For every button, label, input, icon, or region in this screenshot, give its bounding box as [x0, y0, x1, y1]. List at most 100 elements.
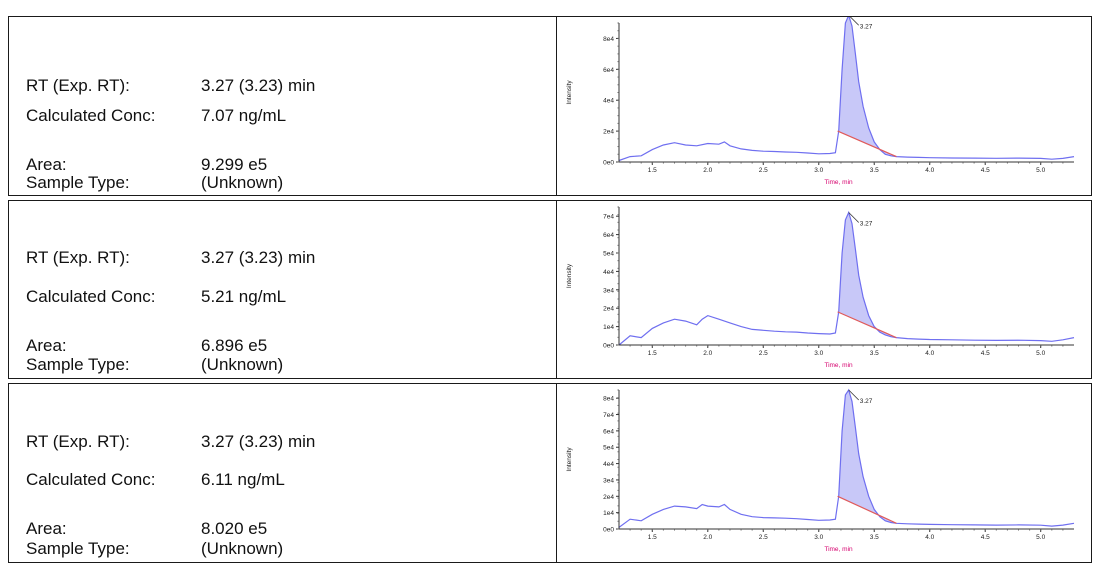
y-tick-label: 1e4	[603, 510, 614, 517]
y-tick-label: 6e4	[603, 232, 614, 239]
x-tick-label: 2.0	[703, 350, 712, 357]
x-tick-label: 1.5	[648, 350, 657, 357]
y-tick-label: 4e4	[603, 98, 614, 105]
rt-value: 3.27 (3.23) min	[201, 248, 316, 267]
y-tick-label: 5e4	[603, 251, 614, 258]
y-tick-label: 2e4	[603, 129, 614, 136]
y-tick-label: 2e4	[603, 306, 614, 313]
x-tick-label: 1.5	[648, 534, 657, 541]
result-info: RT (Exp. RT): 3.27 (3.23) min Calculated…	[9, 17, 557, 195]
chromatogram-1: 0e0 2e4 4e4 6e4 8e4 1.5 2.0 2.5 3.0 3.5 4.0 4.5 5.0 T…	[557, 17, 1091, 195]
chromatogram-plot: 0e0 1e4 2e4 3e4 4e4 5e4 6e4 7e4 8e4 1.5 2.0 2.5 3.0 3…	[566, 388, 1075, 553]
x-tick-label: 3.0	[814, 534, 823, 541]
sample-type-value: (Unknown)	[201, 355, 284, 374]
chromatogram-trace	[618, 17, 1075, 162]
chromatogram-plot: 0e0 1e4 2e4 3e4 4e4 5e4 6e4 7e4 1.5 2.0 2.5 3.0 3.5 4…	[566, 206, 1075, 369]
y-tick-label: 4e4	[603, 461, 614, 468]
result-info: RT (Exp. RT): 3.27 (3.23) min Calculated…	[9, 384, 557, 562]
y-axis-label: Intensity	[566, 447, 573, 472]
x-tick-label: 5.0	[1036, 350, 1045, 357]
sample-type-label: Sample Type:	[26, 173, 130, 192]
x-tick-label: 4.0	[925, 350, 934, 357]
x-tick-label: 2.0	[703, 167, 712, 174]
calculated-conc-label: Calculated Conc:	[26, 470, 156, 489]
calculated-conc-value: 7.07 ng/mL	[201, 106, 287, 125]
x-tick-label: 2.5	[759, 534, 768, 541]
x-tick-label: 5.0	[1036, 167, 1045, 174]
peak-label-leader	[848, 389, 860, 401]
peak-label-leader	[848, 212, 860, 223]
integration-baseline	[837, 130, 897, 158]
y-tick-label: 3e4	[603, 477, 614, 484]
peak-label: 3.27	[860, 23, 873, 30]
result-panel-3: RT (Exp. RT): 3.27 (3.23) min Calculated…	[8, 383, 1092, 563]
area-value: 6.896 e5	[201, 336, 268, 355]
x-tick-label: 2.0	[703, 534, 712, 541]
area-value: 8.020 e5	[201, 519, 268, 538]
area-value: 9.299 e5	[201, 155, 268, 174]
result-info: RT (Exp. RT): 3.27 (3.23) min Calculated…	[9, 201, 557, 378]
integration-baseline	[837, 495, 897, 524]
y-axis-label: Intensity	[566, 263, 573, 288]
chromatogram-2: 0e0 1e4 2e4 3e4 4e4 5e4 6e4 7e4 1.5 2.0 2.5 3.0 3.5 4…	[557, 201, 1091, 378]
y-tick-label: 3e4	[603, 287, 614, 294]
x-tick-label: 2.5	[759, 350, 768, 357]
x-tick-label: 3.5	[870, 350, 879, 357]
rt-label: RT (Exp. RT):	[26, 76, 130, 95]
chromatogram-plot: 0e0 2e4 4e4 6e4 8e4 1.5 2.0 2.5 3.0 3.5 4.0 4.5 5.0 T…	[566, 17, 1075, 186]
sample-type-label: Sample Type:	[26, 539, 130, 558]
y-tick-label: 2e4	[603, 494, 614, 501]
calculated-conc-label: Calculated Conc:	[26, 287, 156, 306]
x-axis-label: Time, min	[824, 546, 853, 553]
y-tick-label: 0e0	[603, 343, 614, 350]
y-tick-label: 0e0	[603, 527, 614, 534]
x-tick-label: 3.0	[814, 350, 823, 357]
y-tick-label: 4e4	[603, 269, 614, 276]
area-label: Area:	[26, 155, 67, 174]
peak-label: 3.27	[860, 221, 873, 228]
peak-label: 3.27	[860, 398, 873, 405]
peak-area-fill	[837, 17, 897, 157]
x-tick-label: 3.5	[870, 167, 879, 174]
area-label: Area:	[26, 336, 67, 355]
y-tick-label: 8e4	[603, 36, 614, 43]
chromatogram-trace	[618, 388, 1075, 528]
calculated-conc-value: 5.21 ng/mL	[201, 287, 287, 306]
rt-label: RT (Exp. RT):	[26, 248, 130, 267]
chromatogram-trace	[618, 210, 1075, 346]
y-tick-label: 7e4	[603, 412, 614, 419]
x-tick-label: 5.0	[1036, 534, 1045, 541]
peak-label-leader	[849, 17, 860, 26]
peak-area-fill	[837, 390, 897, 524]
y-tick-label: 1e4	[603, 324, 614, 331]
x-tick-label: 3.5	[870, 534, 879, 541]
rt-value: 3.27 (3.23) min	[201, 76, 316, 95]
rt-value: 3.27 (3.23) min	[201, 432, 316, 451]
x-tick-label: 4.5	[981, 167, 990, 174]
sample-type-value: (Unknown)	[201, 173, 284, 192]
x-tick-label: 4.0	[925, 534, 934, 541]
y-tick-label: 6e4	[603, 428, 614, 435]
x-tick-label: 4.0	[925, 167, 934, 174]
y-tick-label: 8e4	[603, 396, 614, 403]
rt-label: RT (Exp. RT):	[26, 432, 130, 451]
calculated-conc-value: 6.11 ng/mL	[201, 470, 285, 489]
x-tick-label: 1.5	[648, 167, 657, 174]
integration-baseline	[837, 311, 897, 339]
peak-area-fill	[837, 212, 897, 338]
x-tick-label: 3.0	[814, 167, 823, 174]
x-axis-label: Time, min	[824, 179, 853, 186]
result-panel-2: RT (Exp. RT): 3.27 (3.23) min Calculated…	[8, 200, 1092, 379]
x-tick-label: 4.5	[981, 350, 990, 357]
y-tick-label: 5e4	[603, 445, 614, 452]
y-tick-label: 0e0	[603, 160, 614, 167]
x-axis-label: Time, min	[824, 362, 853, 369]
sample-type-label: Sample Type:	[26, 355, 130, 374]
y-tick-label: 6e4	[603, 67, 614, 74]
y-tick-label: 7e4	[603, 214, 614, 221]
x-tick-label: 2.5	[759, 167, 768, 174]
calculated-conc-label: Calculated Conc:	[26, 106, 156, 125]
chromatogram-3: 0e0 1e4 2e4 3e4 4e4 5e4 6e4 7e4 8e4 1.5 2.0 2.5 3.0 3…	[557, 384, 1091, 562]
area-label: Area:	[26, 519, 67, 538]
x-tick-label: 4.5	[981, 534, 990, 541]
